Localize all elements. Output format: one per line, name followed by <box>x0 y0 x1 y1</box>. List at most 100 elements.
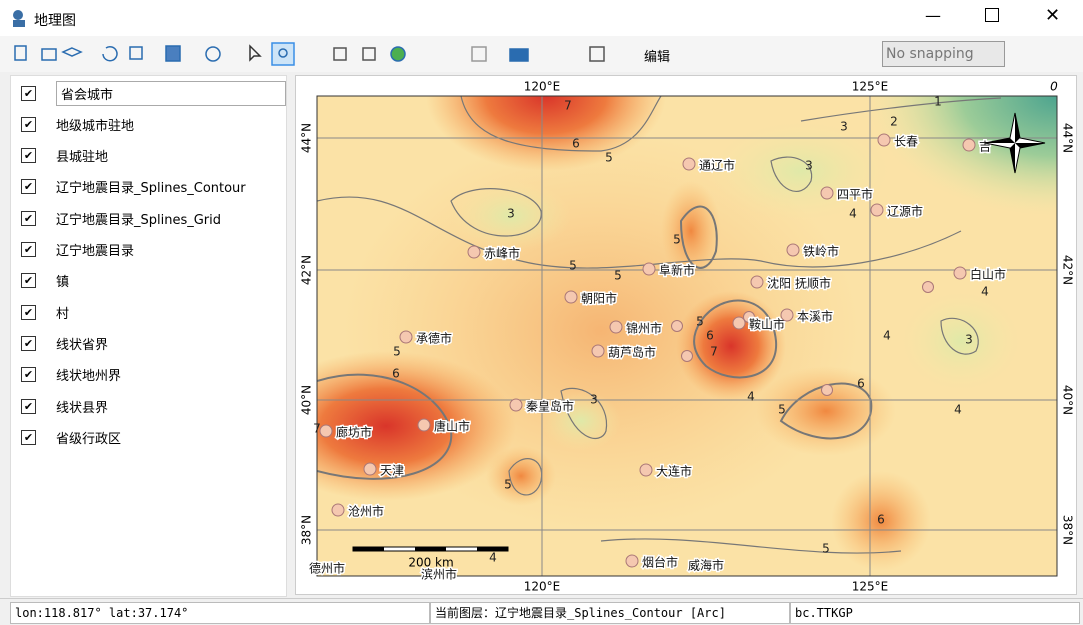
layer-row[interactable]: ✔ 省级行政区 <box>21 425 121 449</box>
lat-label: 38°N <box>300 515 314 545</box>
city-label: 长春 <box>894 135 918 149</box>
layer-row[interactable]: ✔ 地级城市驻地 <box>21 112 134 136</box>
layer-row[interactable]: ✔ 村 <box>21 300 69 324</box>
city-dot <box>953 266 967 280</box>
current-layer: 当前图层：辽宁地震目录_Splines_Contour [Arc] <box>430 602 790 624</box>
city-label: 辽源市 <box>887 204 923 219</box>
contour-label: 7 <box>313 422 321 436</box>
layer-row[interactable]: ✔ 线状地州界 <box>21 363 121 387</box>
layer-row[interactable]: ✔ 辽宁地震目录 <box>21 238 134 262</box>
contour-label: 5 <box>822 542 830 556</box>
contour-label: 6 <box>877 513 885 527</box>
lat-label: 40°N <box>1061 385 1075 415</box>
layer-row[interactable]: ✔ 线状县界 <box>21 394 108 418</box>
close[interactable]: ✕ <box>1045 5 1061 26</box>
graticule <box>317 96 1057 576</box>
layer-checkbox[interactable]: ✔ <box>21 210 36 226</box>
layer-checkbox[interactable]: ✔ <box>21 398 36 414</box>
lon-label: 120°E <box>524 580 561 594</box>
layer-checkbox[interactable]: ✔ <box>21 116 36 132</box>
contour-label: 1 <box>934 95 942 109</box>
layer-name: 辽宁地震目录_Splines_Grid <box>56 212 222 228</box>
lat-label: 38°N <box>1061 515 1075 545</box>
layer-row[interactable]: ✔ 省会城市 <box>21 80 286 106</box>
city-dot <box>821 384 833 396</box>
layer-checkbox[interactable]: ✔ <box>21 85 36 101</box>
lat-label: 40°N <box>300 385 314 415</box>
contour-label: 7 <box>710 345 718 359</box>
layer-row[interactable]: ✔ 县城驻地 <box>21 144 108 168</box>
contour-label: 6 <box>706 329 714 343</box>
city-label: 德州市 <box>309 561 345 576</box>
layer-checkbox[interactable]: ✔ <box>21 148 36 164</box>
layer-checkbox[interactable]: ✔ <box>21 242 36 257</box>
city-dot <box>331 503 345 517</box>
city-label: 天津 <box>380 464 404 478</box>
contour-label: 6 <box>857 377 865 391</box>
map: 120°E 120°E 125°E 125°E 44°N 44°N 42°N 42°N 40°N… <box>300 80 1075 594</box>
contour-label: 4 <box>981 285 989 299</box>
contour-label: 5 <box>696 315 704 329</box>
map-panel: 120°E 120°E 125°E 125°E 44°N 44°N 42°N 42°N 40°N… <box>295 75 1077 595</box>
contour-label: 4 <box>883 329 891 343</box>
city-label: 吉 <box>979 140 991 154</box>
city-dot <box>820 186 834 200</box>
layer-name: 地级城市驻地 <box>56 118 135 134</box>
city-label: 大连市 <box>656 464 692 479</box>
city-dot <box>564 290 578 304</box>
layer-checkbox[interactable]: ✔ <box>21 429 36 445</box>
city-dot <box>399 330 413 344</box>
contour-label: 5 <box>393 345 401 359</box>
app-icon <box>13 10 25 27</box>
minimize[interactable]: — <box>925 6 941 25</box>
contour-label: 3 <box>805 159 813 173</box>
contour-label: 5 <box>605 151 613 165</box>
layer-name: 省会城市 <box>56 80 286 106</box>
city-label: 烟台市 <box>642 555 678 570</box>
contour-label: 5 <box>569 259 577 273</box>
contour-label: 4 <box>489 551 497 565</box>
layer-checkbox[interactable]: ✔ <box>21 304 36 320</box>
layer-row[interactable]: ✔ 镇 <box>21 269 69 293</box>
layer-row[interactable]: ✔ 辽宁地震目录_Splines_Contour <box>21 175 246 199</box>
scale-label: 200 km <box>408 556 453 570</box>
layer-checkbox[interactable]: ✔ <box>21 367 36 383</box>
city-label: 秦皇岛市 <box>526 399 574 414</box>
north-arrow <box>984 112 1046 174</box>
status-bar: lon:118.817° lat:37.174° 当前图层：辽宁地震目录_Spl… <box>0 598 1083 625</box>
city-dot <box>962 138 976 152</box>
edit-menu[interactable]: 编辑 <box>644 50 671 65</box>
contour-label: 5 <box>673 233 681 247</box>
layer-checkbox[interactable]: ✔ <box>21 335 36 351</box>
contour-label: 3 <box>965 333 973 347</box>
layer-checkbox[interactable]: ✔ <box>21 179 36 195</box>
city-dot <box>363 462 377 476</box>
city-dot <box>682 157 696 171</box>
city-dot <box>870 203 884 217</box>
contour-label: 4 <box>954 403 962 417</box>
maximize[interactable] <box>985 8 999 22</box>
city-label: 廊坊市 <box>336 425 372 440</box>
layer-row[interactable]: ✔ 辽宁地震目录_Splines_Grid <box>21 206 221 230</box>
city-dot <box>750 275 764 289</box>
contour-label: 3 <box>590 393 598 407</box>
city-dot <box>743 311 755 323</box>
lat-label: 42°N <box>300 255 314 285</box>
layer-list: ✔ 省会城市 ✔ 地级城市驻地 ✔ 县城驻地 ✔ 辽宁地震目录_Splines_Contour… <box>10 75 287 597</box>
scale-bar <box>352 546 509 552</box>
layer-checkbox[interactable]: ✔ <box>21 273 36 289</box>
contour-label: 4 <box>747 390 755 404</box>
city-dot <box>417 418 431 432</box>
city-dot <box>877 133 891 147</box>
city-dot <box>681 350 693 362</box>
contour-label: 7 <box>564 99 572 113</box>
title-bar: 地理图 — ✕ <box>0 0 1083 36</box>
snapping-select[interactable]: No snapping <box>882 41 1005 67</box>
layer-row[interactable]: ✔ 线状省界 <box>21 331 108 355</box>
contour-label: 4 <box>849 207 857 221</box>
city-label: 滨州市 <box>421 567 457 582</box>
city-dot <box>671 320 683 332</box>
layer-name: 省级行政区 <box>56 431 122 447</box>
layer-name: 线状省界 <box>56 337 109 353</box>
lon-label: 125°E <box>852 580 889 594</box>
